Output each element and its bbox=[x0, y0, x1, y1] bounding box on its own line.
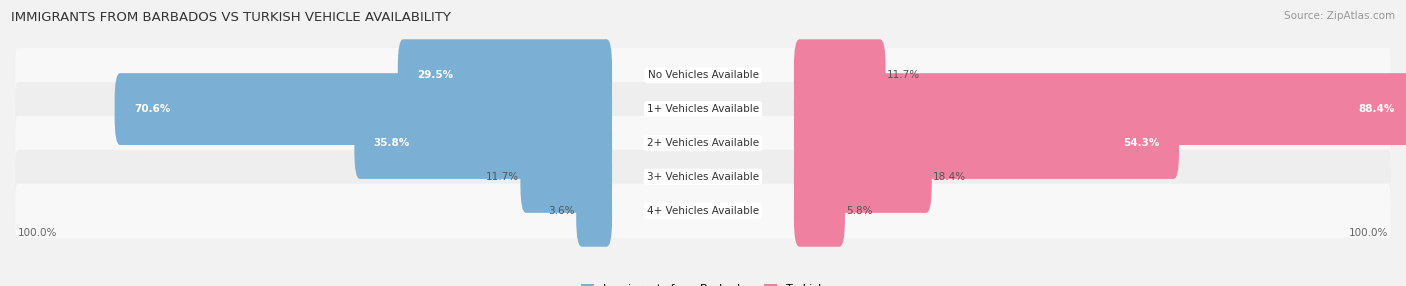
Text: 2+ Vehicles Available: 2+ Vehicles Available bbox=[647, 138, 759, 148]
FancyBboxPatch shape bbox=[576, 175, 612, 247]
Text: 54.3%: 54.3% bbox=[1123, 138, 1160, 148]
Text: 11.7%: 11.7% bbox=[887, 70, 920, 80]
Legend: Immigrants from Barbados, Turkish: Immigrants from Barbados, Turkish bbox=[576, 279, 830, 286]
FancyBboxPatch shape bbox=[354, 107, 612, 179]
FancyBboxPatch shape bbox=[398, 39, 612, 111]
Text: 4+ Vehicles Available: 4+ Vehicles Available bbox=[647, 206, 759, 216]
FancyBboxPatch shape bbox=[15, 48, 1391, 102]
FancyBboxPatch shape bbox=[15, 116, 1391, 170]
FancyBboxPatch shape bbox=[794, 73, 1406, 145]
FancyBboxPatch shape bbox=[115, 73, 612, 145]
Text: 100.0%: 100.0% bbox=[17, 228, 56, 238]
Text: 5.8%: 5.8% bbox=[846, 206, 873, 216]
Text: 88.4%: 88.4% bbox=[1358, 104, 1395, 114]
Text: 18.4%: 18.4% bbox=[934, 172, 966, 182]
Text: Source: ZipAtlas.com: Source: ZipAtlas.com bbox=[1284, 11, 1395, 21]
FancyBboxPatch shape bbox=[15, 150, 1391, 204]
Text: 11.7%: 11.7% bbox=[486, 172, 519, 182]
Text: 29.5%: 29.5% bbox=[418, 70, 453, 80]
Text: IMMIGRANTS FROM BARBADOS VS TURKISH VEHICLE AVAILABILITY: IMMIGRANTS FROM BARBADOS VS TURKISH VEHI… bbox=[11, 11, 451, 24]
Text: 1+ Vehicles Available: 1+ Vehicles Available bbox=[647, 104, 759, 114]
Text: 35.8%: 35.8% bbox=[374, 138, 411, 148]
FancyBboxPatch shape bbox=[15, 82, 1391, 136]
Text: 3.6%: 3.6% bbox=[548, 206, 575, 216]
FancyBboxPatch shape bbox=[15, 184, 1391, 238]
FancyBboxPatch shape bbox=[794, 141, 932, 213]
Text: No Vehicles Available: No Vehicles Available bbox=[648, 70, 758, 80]
FancyBboxPatch shape bbox=[794, 107, 1180, 179]
FancyBboxPatch shape bbox=[794, 39, 886, 111]
Text: 3+ Vehicles Available: 3+ Vehicles Available bbox=[647, 172, 759, 182]
FancyBboxPatch shape bbox=[520, 141, 612, 213]
Text: 100.0%: 100.0% bbox=[1350, 228, 1389, 238]
Text: 70.6%: 70.6% bbox=[134, 104, 170, 114]
FancyBboxPatch shape bbox=[794, 175, 845, 247]
